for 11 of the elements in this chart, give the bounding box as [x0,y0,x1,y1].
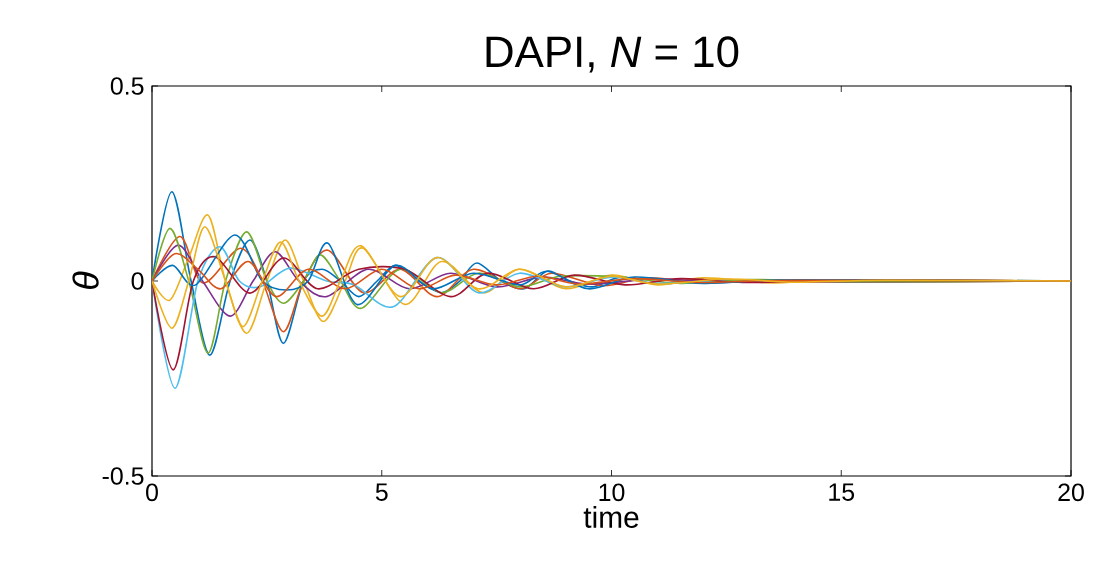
x-tick-label: 10 [599,483,625,502]
y-tick-label: 0.5 [110,77,144,95]
y-tick-label: 0 [131,272,144,290]
chart-title: DAPI, N = 10 [486,36,739,73]
x-axis-title: time [583,505,639,528]
x-tick-label: 0 [146,483,158,502]
x-tick-label: 15 [829,483,855,501]
x-tick-label: 20 [1058,483,1084,502]
y-axis-title: θ [72,271,99,289]
y-tick-label: -0.5 [102,467,144,485]
x-tick-label: 5 [375,483,388,501]
